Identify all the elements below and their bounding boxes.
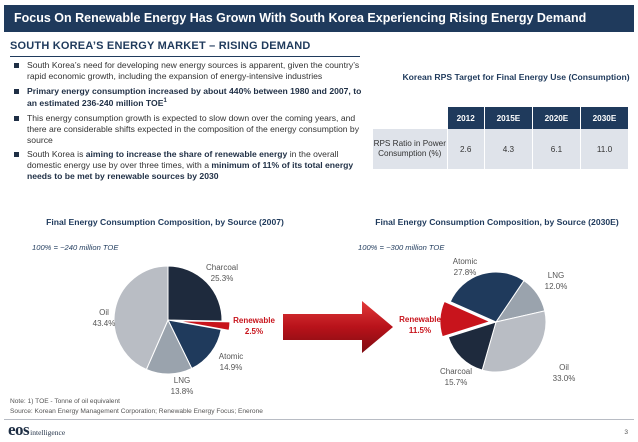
slice-label-oil: Oil: [559, 363, 569, 372]
rps-header-2015e: 2015E: [484, 107, 533, 129]
slice-label-atomic: Atomic: [219, 352, 243, 361]
page-number: 3: [624, 429, 628, 436]
bullet-text: South Korea’s need for developing new en…: [27, 60, 360, 81]
slice-label-oil: 43.4%: [93, 319, 116, 328]
slice-label-charcoal: 15.7%: [445, 378, 468, 387]
bullet-item: South Korea’s need for developing new en…: [10, 60, 368, 82]
slice-label-atomic: Atomic: [453, 257, 477, 266]
bullet-text: in the overall domestic energy use by ov…: [27, 149, 339, 171]
rps-table-title: Korean RPS Target for Final Energy Use (…: [402, 72, 630, 82]
pie-2030: [439, 271, 547, 373]
slice-label-oil: 33.0%: [553, 374, 576, 383]
bullet-list: South Korea’s need for developing new en…: [10, 60, 368, 186]
slice-label-atomic: 27.8%: [454, 268, 477, 277]
bullet-item: Primary energy consumption increased by …: [10, 86, 368, 109]
footnote-source: Source: Korean Energy Management Corpora…: [10, 407, 263, 415]
section-divider: [10, 56, 360, 57]
rps-row-label: RPS Ratio in Power Consumption (%): [373, 129, 448, 169]
rps-header-2012: 2012: [447, 107, 485, 129]
slice-label-lng: LNG: [548, 271, 564, 280]
pie-slice-atomic: [167, 319, 222, 370]
logo-mark: eos: [8, 420, 30, 439]
slice-label-renewable: Renewable: [233, 316, 275, 325]
bullet-text: minimum of 11% of its total energy needs…: [27, 160, 354, 182]
slice-label-charcoal: Charcoal: [440, 367, 472, 376]
bullet-item: This energy consumption growth is expect…: [10, 113, 368, 145]
bullet-text: 1: [163, 98, 167, 105]
transition-arrow: [283, 301, 393, 353]
slice-label-lng: 13.8%: [171, 387, 194, 396]
footnote-note: Note: 1) TOE - Tonne of oil equivalent: [10, 398, 120, 405]
bullet-text: Primary energy consumption increased by …: [27, 85, 362, 109]
slice-label-charcoal: Charcoal: [206, 263, 238, 272]
pie-slice-atomic: [449, 271, 525, 323]
slice-label-oil: Oil: [99, 308, 109, 317]
footer-divider: [4, 419, 634, 420]
rps-value-2015e: 4.3: [484, 129, 533, 169]
pie-2007-title: Final Energy Consumption Composition, by…: [46, 217, 284, 227]
pie-slice-renewable: [439, 300, 492, 338]
slice-label-renewable: 11.5%: [409, 326, 431, 335]
pie-2007-scale-note: 100% = ~240 million TOE: [32, 243, 119, 252]
rps-value-2020e: 6.1: [532, 129, 581, 169]
pie-2030-scale-note: 100% = ~300 million TOE: [358, 243, 445, 252]
slide-title: Focus On Renewable Energy Has Grown With…: [4, 5, 634, 32]
footnotes: Note: 1) TOE - Tonne of oil equivalent S…: [10, 397, 263, 416]
bullet-text: This energy consumption growth is expect…: [27, 113, 360, 145]
bullet-item: South Korea is aiming to increase the sh…: [10, 149, 368, 181]
section-heading: SOUTH KOREA’S ENERGY MARKET – RISING DEM…: [10, 40, 311, 52]
pie-2030-title: Final Energy Consumption Composition, by…: [375, 217, 619, 227]
rps-header-2020e: 2020E: [532, 107, 581, 129]
bullet-text: South Korea is: [27, 149, 86, 160]
rps-value-row: RPS Ratio in Power Consumption (%) 2.6 4…: [373, 129, 630, 169]
rps-value-2012: 2.6: [447, 129, 485, 169]
slice-label-renewable: Renewable: [399, 315, 441, 324]
rps-header-2030e: 2030E: [580, 107, 630, 129]
logo-text: intelligence: [30, 428, 66, 437]
rps-value-2030e: 11.0: [580, 129, 630, 169]
bullet-text: aiming to increase the share of renewabl…: [85, 149, 288, 160]
slice-label-atomic: 14.9%: [220, 363, 243, 372]
slice-label-lng: LNG: [174, 376, 190, 385]
pie-slice-charcoal: [167, 265, 223, 322]
rps-header-empty: [373, 107, 448, 129]
pie-slice-renewable: [175, 320, 231, 331]
slice-label-lng: 12.0%: [545, 282, 568, 291]
slice-label-charcoal: 25.3%: [211, 274, 234, 283]
pie-2007: [113, 265, 231, 375]
slice-label-renewable: 2.5%: [245, 327, 263, 336]
rps-table: 2012 2015E 2020E 2030E RPS Ratio in Powe…: [373, 107, 630, 169]
pie-slice-oil: [481, 310, 547, 373]
pie-slice-charcoal: [447, 321, 497, 371]
pie-slice-oil: [113, 265, 169, 371]
eos-intelligence-logo: eosintelligence: [8, 420, 65, 440]
rps-header-row: 2012 2015E 2020E 2030E: [373, 107, 630, 129]
